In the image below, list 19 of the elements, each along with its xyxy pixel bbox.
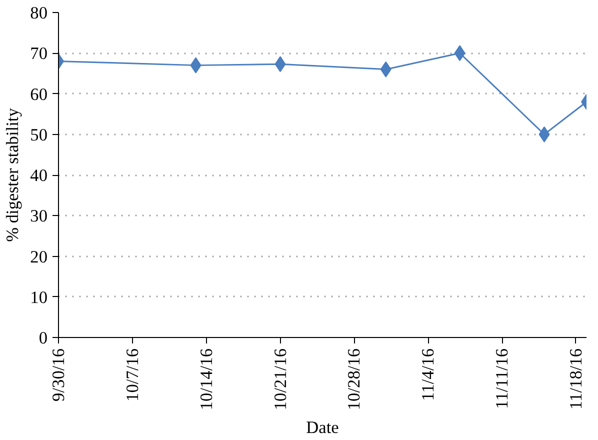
y-axis-title: % digester stability — [3, 108, 22, 242]
y-tick-label: 80 — [30, 4, 48, 22]
y-tick-label: 60 — [30, 84, 48, 104]
x-tick-label: 10/14/16 — [196, 348, 216, 410]
x-tick-label: 11/11/16 — [492, 348, 512, 409]
y-tick-label: 0 — [38, 328, 48, 348]
y-tick-label: 20 — [30, 247, 48, 266]
y-tick-label: 10 — [30, 288, 48, 307]
y-tick-label: 40 — [30, 166, 48, 185]
x-axis-title: Date — [306, 418, 340, 438]
y-tick-label: 70 — [30, 44, 48, 64]
y-tick-label: 50 — [30, 125, 48, 144]
x-tick-label: 10/28/16 — [344, 348, 364, 410]
x-tick-label: 10/7/16 — [122, 348, 142, 402]
x-tick-label: 9/30/16 — [49, 348, 68, 402]
x-tick-label: 11/18/16 — [566, 348, 586, 410]
x-tick-label: 11/4/16 — [418, 348, 438, 401]
y-tick-label: 30 — [30, 206, 48, 226]
x-tick-label: 10/21/16 — [270, 348, 290, 410]
